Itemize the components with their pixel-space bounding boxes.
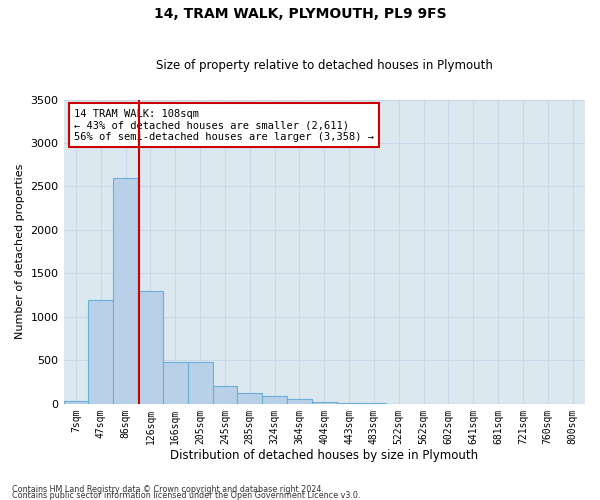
- Bar: [287, 398, 312, 404]
- Text: Contains public sector information licensed under the Open Government Licence v3: Contains public sector information licen…: [12, 490, 361, 500]
- Y-axis label: Number of detached properties: Number of detached properties: [15, 164, 25, 340]
- Bar: [212, 386, 238, 404]
- Bar: [64, 401, 88, 404]
- Text: 14 TRAM WALK: 108sqm
← 43% of detached houses are smaller (2,611)
56% of semi-de: 14 TRAM WALK: 108sqm ← 43% of detached h…: [74, 108, 374, 142]
- Bar: [138, 291, 163, 404]
- Bar: [262, 396, 287, 404]
- Bar: [238, 392, 262, 404]
- Title: Size of property relative to detached houses in Plymouth: Size of property relative to detached ho…: [156, 59, 493, 72]
- Text: Contains HM Land Registry data © Crown copyright and database right 2024.: Contains HM Land Registry data © Crown c…: [12, 484, 324, 494]
- Text: 14, TRAM WALK, PLYMOUTH, PL9 9FS: 14, TRAM WALK, PLYMOUTH, PL9 9FS: [154, 8, 446, 22]
- Bar: [88, 300, 113, 404]
- Bar: [163, 362, 188, 404]
- Bar: [312, 402, 337, 404]
- Bar: [362, 403, 386, 404]
- Bar: [113, 178, 138, 404]
- Bar: [188, 362, 212, 404]
- X-axis label: Distribution of detached houses by size in Plymouth: Distribution of detached houses by size …: [170, 450, 478, 462]
